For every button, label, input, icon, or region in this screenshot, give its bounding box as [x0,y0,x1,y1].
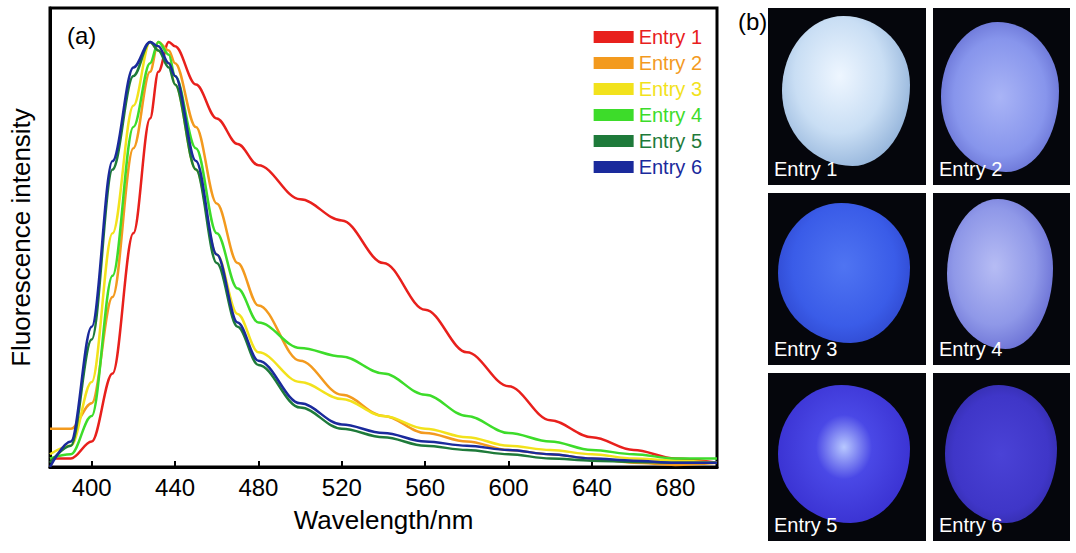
svg-text:440: 440 [155,474,195,501]
svg-text:680: 680 [655,474,695,501]
html-text:Entry 4: Entry 4 [939,338,1003,360]
svg-text:Entry 3: Entry 3 [639,78,702,100]
svg-text:520: 520 [322,474,362,501]
svg-text:(a): (a) [67,22,96,49]
svg-text:480: 480 [238,474,278,501]
html-text:Entry 1: Entry 1 [774,158,838,180]
html-text:Entry 5: Entry 5 [774,514,838,536]
html-text:(b): (b) [738,8,768,35]
svg-text:Fluorescence intensity: Fluorescence intensity [6,108,36,367]
svg-text:Entry 2: Entry 2 [639,52,702,74]
svg-text:Entry 6: Entry 6 [639,156,702,178]
html-text:Entry 2: Entry 2 [939,158,1003,180]
svg-text:Wavelength/nm: Wavelength/nm [294,505,474,535]
svg-text:640: 640 [572,474,612,501]
html-text:Entry 3: Entry 3 [774,338,838,360]
svg-text:560: 560 [405,474,445,501]
svg-text:Entry 4: Entry 4 [639,104,702,126]
svg-text:400: 400 [72,474,112,501]
svg-text:Entry 1: Entry 1 [639,26,702,48]
svg-text:600: 600 [489,474,529,501]
html-text:Entry 6: Entry 6 [939,514,1003,536]
svg-text:Entry 5: Entry 5 [639,130,702,152]
